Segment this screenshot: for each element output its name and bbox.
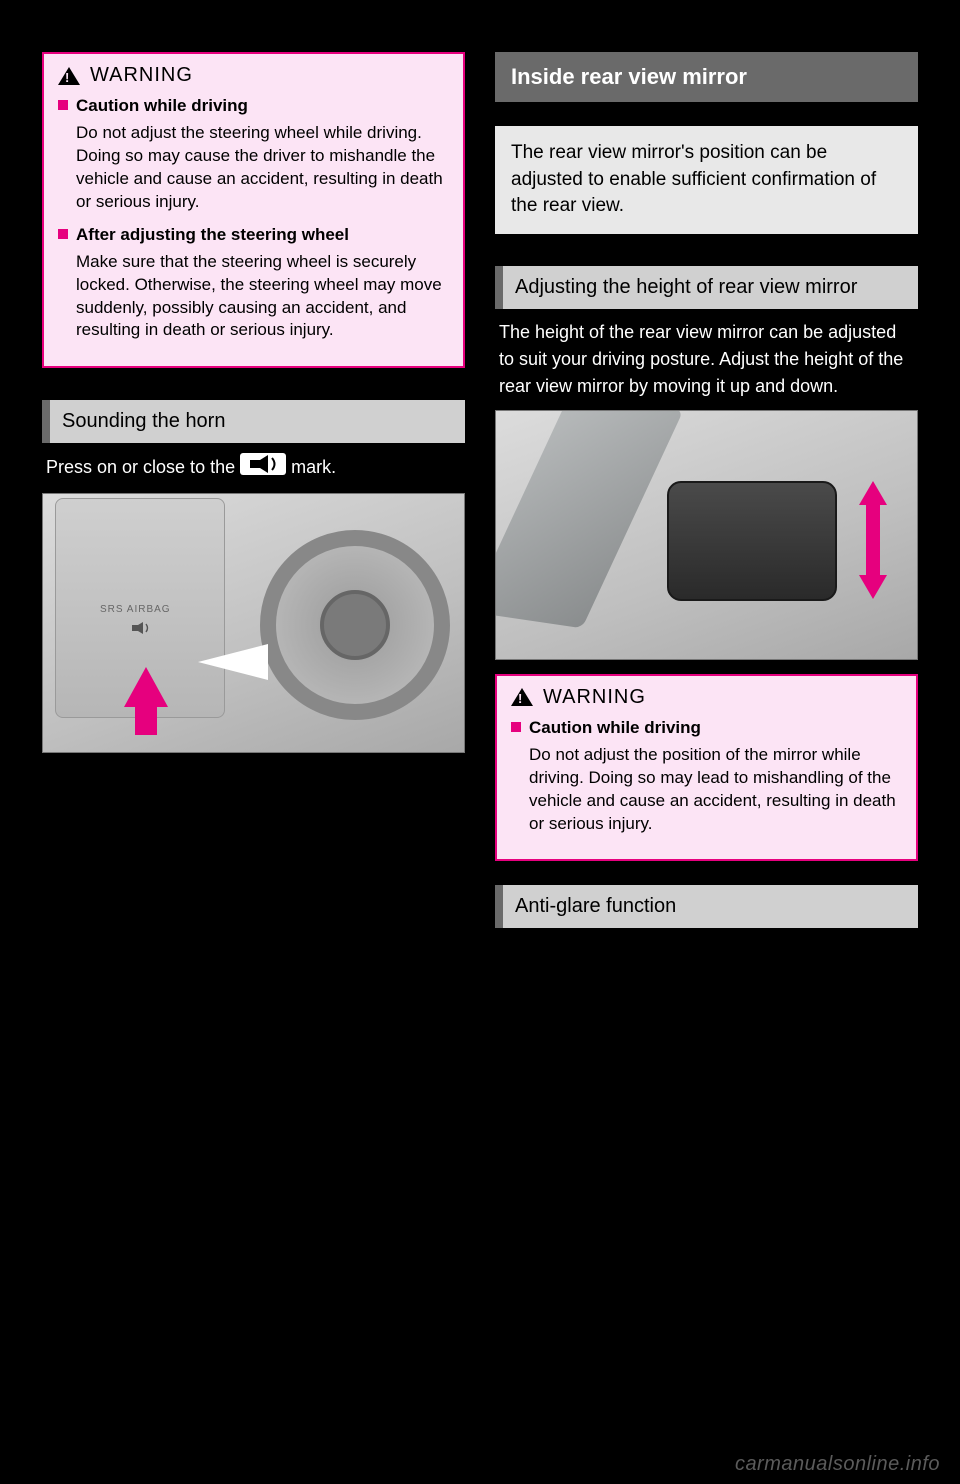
horn-icon: [240, 453, 286, 483]
warning-box-steering: WARNING Caution while driving Do not adj…: [42, 52, 465, 368]
bullet-icon: [58, 229, 68, 239]
horn-text-after: mark.: [291, 457, 336, 477]
warning-heading: Caution while driving: [76, 96, 248, 115]
bullet-icon: [58, 100, 68, 110]
warning-item: Caution while driving Do not adjust the …: [511, 717, 902, 836]
warning-item: Caution while driving Do not adjust the …: [58, 95, 449, 214]
mirror-arm: [495, 410, 683, 628]
mirror-body: [667, 481, 837, 601]
warning-title: WARNING: [90, 64, 193, 87]
warning-heading: Caution while driving: [529, 718, 701, 737]
section-anti-glare: Anti-glare function: [495, 885, 918, 928]
mirror-intro: The rear view mirror's position can be a…: [495, 126, 918, 234]
adjust-body: The height of the rear view mirror can b…: [495, 309, 918, 410]
warning-title: WARNING: [543, 686, 646, 709]
bullet-icon: [511, 722, 521, 732]
warning-body: Make sure that the steering wheel is sec…: [76, 251, 449, 343]
warning-item: After adjusting the steering wheel Make …: [58, 224, 449, 343]
steering-wheel: [260, 530, 450, 720]
section-sounding-horn: Sounding the horn: [42, 400, 465, 443]
section-inside-mirror: Inside rear view mirror: [495, 52, 918, 102]
warning-header: WARNING: [511, 686, 902, 709]
wheel-hub: [320, 590, 390, 660]
warning-icon: [58, 67, 80, 85]
warning-header: WARNING: [58, 64, 449, 87]
warning-heading: After adjusting the steering wheel: [76, 225, 349, 244]
warning-body: Do not adjust the steering wheel while d…: [76, 122, 449, 214]
page: WARNING Caution while driving Do not adj…: [42, 52, 918, 1432]
horn-text-before: Press on or close to the: [46, 457, 240, 477]
airbag-label: SRS AIRBAG: [100, 604, 171, 615]
horn-symbol-icon: [130, 621, 152, 639]
warning-body: Do not adjust the position of the mirror…: [529, 744, 902, 836]
left-column: WARNING Caution while driving Do not adj…: [42, 52, 465, 1432]
warning-box-mirror: WARNING Caution while driving Do not adj…: [495, 674, 918, 862]
callout-pointer-icon: [198, 644, 268, 680]
up-arrow-icon: [124, 667, 168, 707]
airbag-panel: SRS AIRBAG: [55, 498, 225, 718]
watermark: carmanualsonline.info: [735, 1453, 940, 1476]
warning-icon: [511, 688, 533, 706]
right-column: Inside rear view mirror The rear view mi…: [495, 52, 918, 1432]
section-adjust-height: Adjusting the height of rear view mirror: [495, 266, 918, 309]
figure-horn: SRS AIRBAG: [42, 493, 465, 753]
horn-instruction: Press on or close to the mark.: [42, 443, 465, 493]
figure-mirror: [495, 410, 918, 660]
up-down-arrow-icon: [859, 481, 887, 599]
